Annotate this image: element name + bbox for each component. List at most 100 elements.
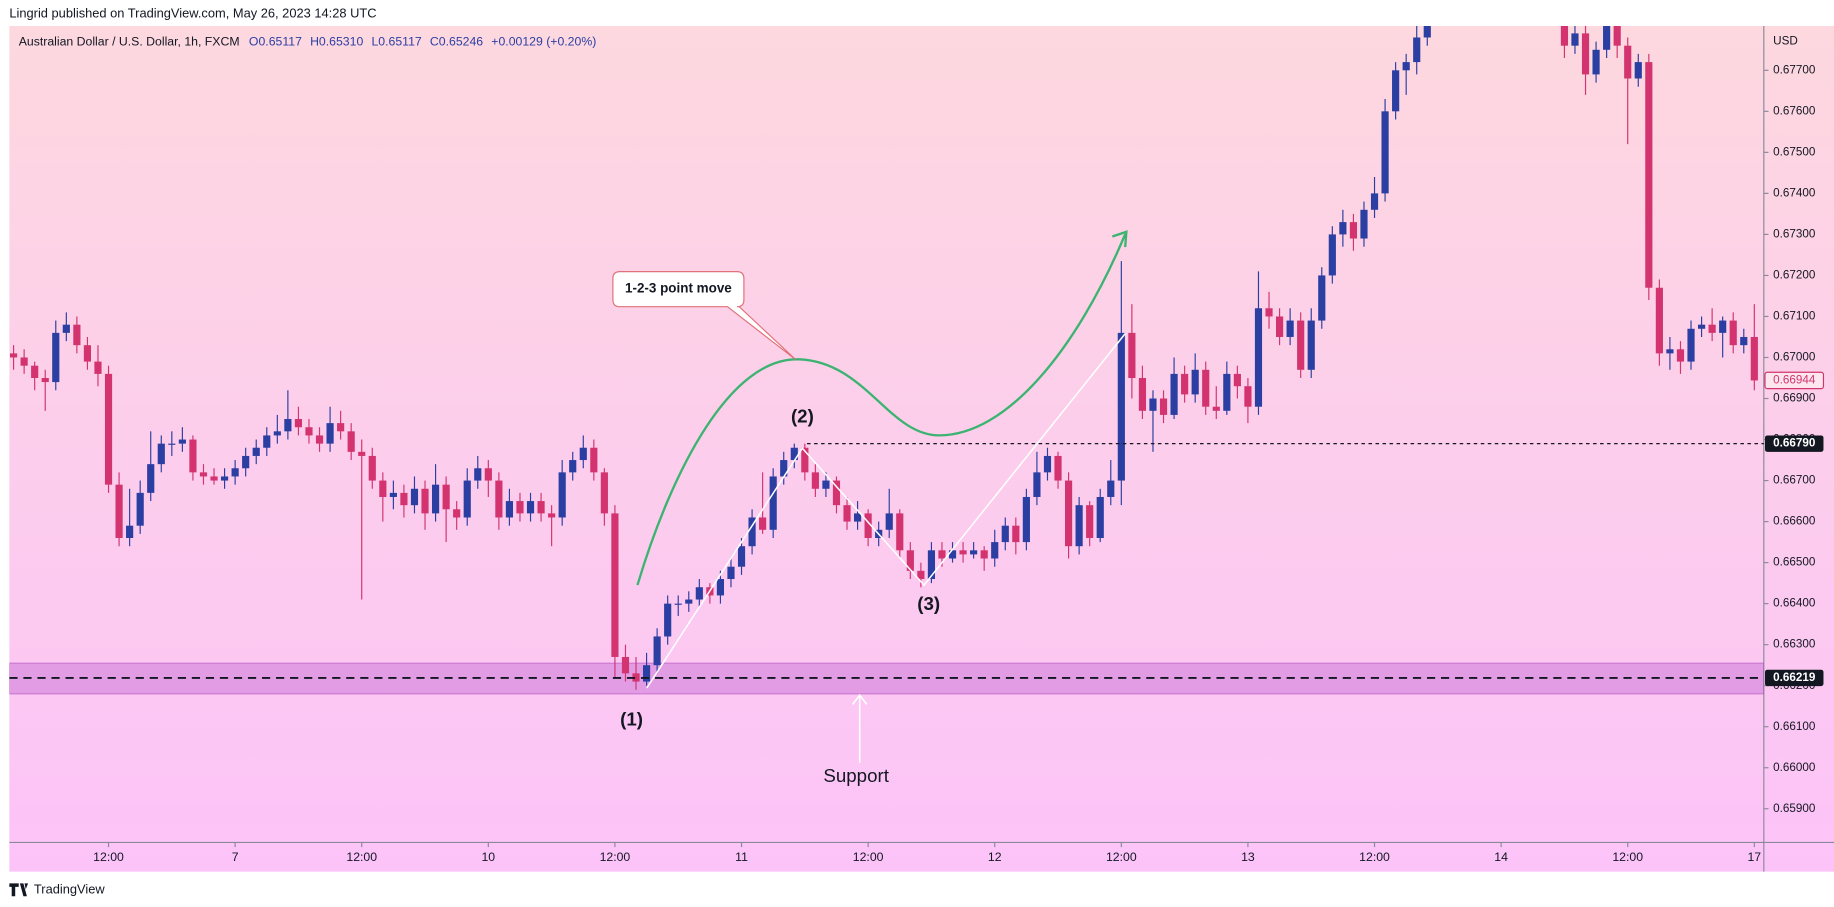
candle-body [1592, 49, 1600, 75]
y-tick-label: 0.66900 [1773, 392, 1816, 405]
candle-body [453, 509, 461, 518]
currency: USD [1773, 34, 1798, 47]
candle-body [1254, 308, 1263, 407]
candle-body [31, 365, 39, 378]
x-tick-label: 12:00 [1612, 850, 1643, 864]
candle-body [864, 513, 872, 538]
candle-body [537, 501, 545, 514]
candle-body [1634, 62, 1642, 79]
candle-body [780, 460, 788, 477]
candle-body [716, 579, 725, 596]
x-tick-label: 11 [735, 850, 748, 864]
candle-body [178, 439, 186, 444]
candle-body [73, 324, 81, 346]
candle-body [400, 492, 408, 506]
candle-body [737, 546, 746, 567]
y-tick-label: 0.66100 [1773, 720, 1816, 733]
candle-body [959, 550, 967, 555]
ohlc-value: H0.65310 [310, 35, 363, 49]
candle-body [1043, 455, 1052, 473]
candle-body [1233, 373, 1241, 387]
y-tick-label: 0.65900 [1773, 802, 1816, 815]
candle-body [1265, 308, 1273, 317]
candle-body [1402, 62, 1410, 71]
candle-body [1392, 70, 1400, 112]
candle-body [1676, 349, 1685, 362]
x-tick-label: 12 [988, 850, 1002, 864]
candle-body [410, 488, 419, 506]
candle-body [242, 455, 250, 469]
candle-body [1613, 25, 1621, 46]
candle-body [695, 587, 703, 600]
candle-body [358, 451, 366, 456]
y-tick-label: 0.67300 [1773, 227, 1816, 240]
candle-body [600, 472, 608, 514]
candle-body [1022, 496, 1030, 543]
candle-body [611, 513, 619, 657]
candle-body [748, 517, 756, 547]
candle-body [759, 517, 767, 530]
candle-body [1413, 37, 1421, 63]
candle-body [1655, 287, 1663, 354]
y-tick-label: 0.67200 [1773, 269, 1816, 282]
candle-body [579, 447, 587, 461]
x-tick-label: 12:00 [346, 850, 377, 864]
candle-body [801, 447, 809, 473]
candle-body [136, 492, 144, 526]
candle-body [1719, 320, 1727, 333]
candle-body [1138, 377, 1147, 411]
candle-body [252, 447, 260, 456]
candle-body [727, 566, 735, 580]
candle-body [853, 513, 862, 522]
y-tick-label: 0.67100 [1773, 310, 1816, 323]
candle-body [970, 550, 978, 555]
x-tick-label: 12:00 [1106, 850, 1137, 864]
candle-body [948, 550, 957, 559]
candle-body [1339, 222, 1347, 235]
candle-body [1349, 222, 1358, 239]
candle-body [421, 488, 429, 514]
candle-body [1645, 62, 1653, 288]
ohlc-value: O0.65117 [249, 35, 302, 49]
y-tick-label: 0.67400 [1773, 186, 1816, 199]
candle-body [1107, 480, 1115, 497]
candle-body [896, 513, 904, 551]
x-tick-label: 12:00 [93, 850, 124, 864]
support-label: Support [823, 765, 889, 786]
candle-body [52, 332, 60, 383]
price-line-label-box [1764, 669, 1824, 687]
x-tick-label: 12:00 [853, 850, 884, 864]
symbol: Australian Dollar / U.S. Dollar, 1h, FXC… [19, 35, 240, 49]
y-tick-label: 0.66000 [1773, 761, 1816, 774]
candle-body [1275, 316, 1284, 337]
x-tick-label: 7 [232, 850, 239, 864]
x-tick-label: 10 [481, 850, 495, 864]
candle-body [1687, 328, 1695, 362]
point-label: (2) [791, 406, 814, 427]
x-tick-label: 14 [1494, 850, 1508, 864]
candle-body [94, 361, 102, 374]
candle-body [1740, 336, 1748, 346]
annotations: 1-2-3 point move (1) (2) (3) Support [612, 230, 1128, 786]
candle-body [474, 468, 482, 481]
last-price-box [1764, 371, 1825, 390]
candle-body [9, 353, 18, 358]
candle-body [147, 464, 155, 493]
candle-body [495, 480, 503, 518]
candle-body [284, 419, 292, 432]
candle-body [231, 468, 239, 477]
candle-body [938, 550, 946, 559]
publisher: Lingrid published on TradingView.com, Ma… [9, 6, 376, 21]
y-tick-label: 0.67500 [1773, 145, 1816, 158]
candle-body [1170, 373, 1178, 415]
candle-body [305, 427, 313, 436]
candle-body [674, 603, 682, 605]
candle-body [189, 439, 197, 473]
candle-body [927, 550, 936, 580]
candle-body [442, 484, 450, 510]
candle-body [885, 513, 893, 530]
candle-body [210, 476, 218, 481]
candle-body [548, 513, 556, 518]
y-tick-label: 0.67700 [1773, 63, 1816, 76]
candle-body [1181, 373, 1189, 395]
